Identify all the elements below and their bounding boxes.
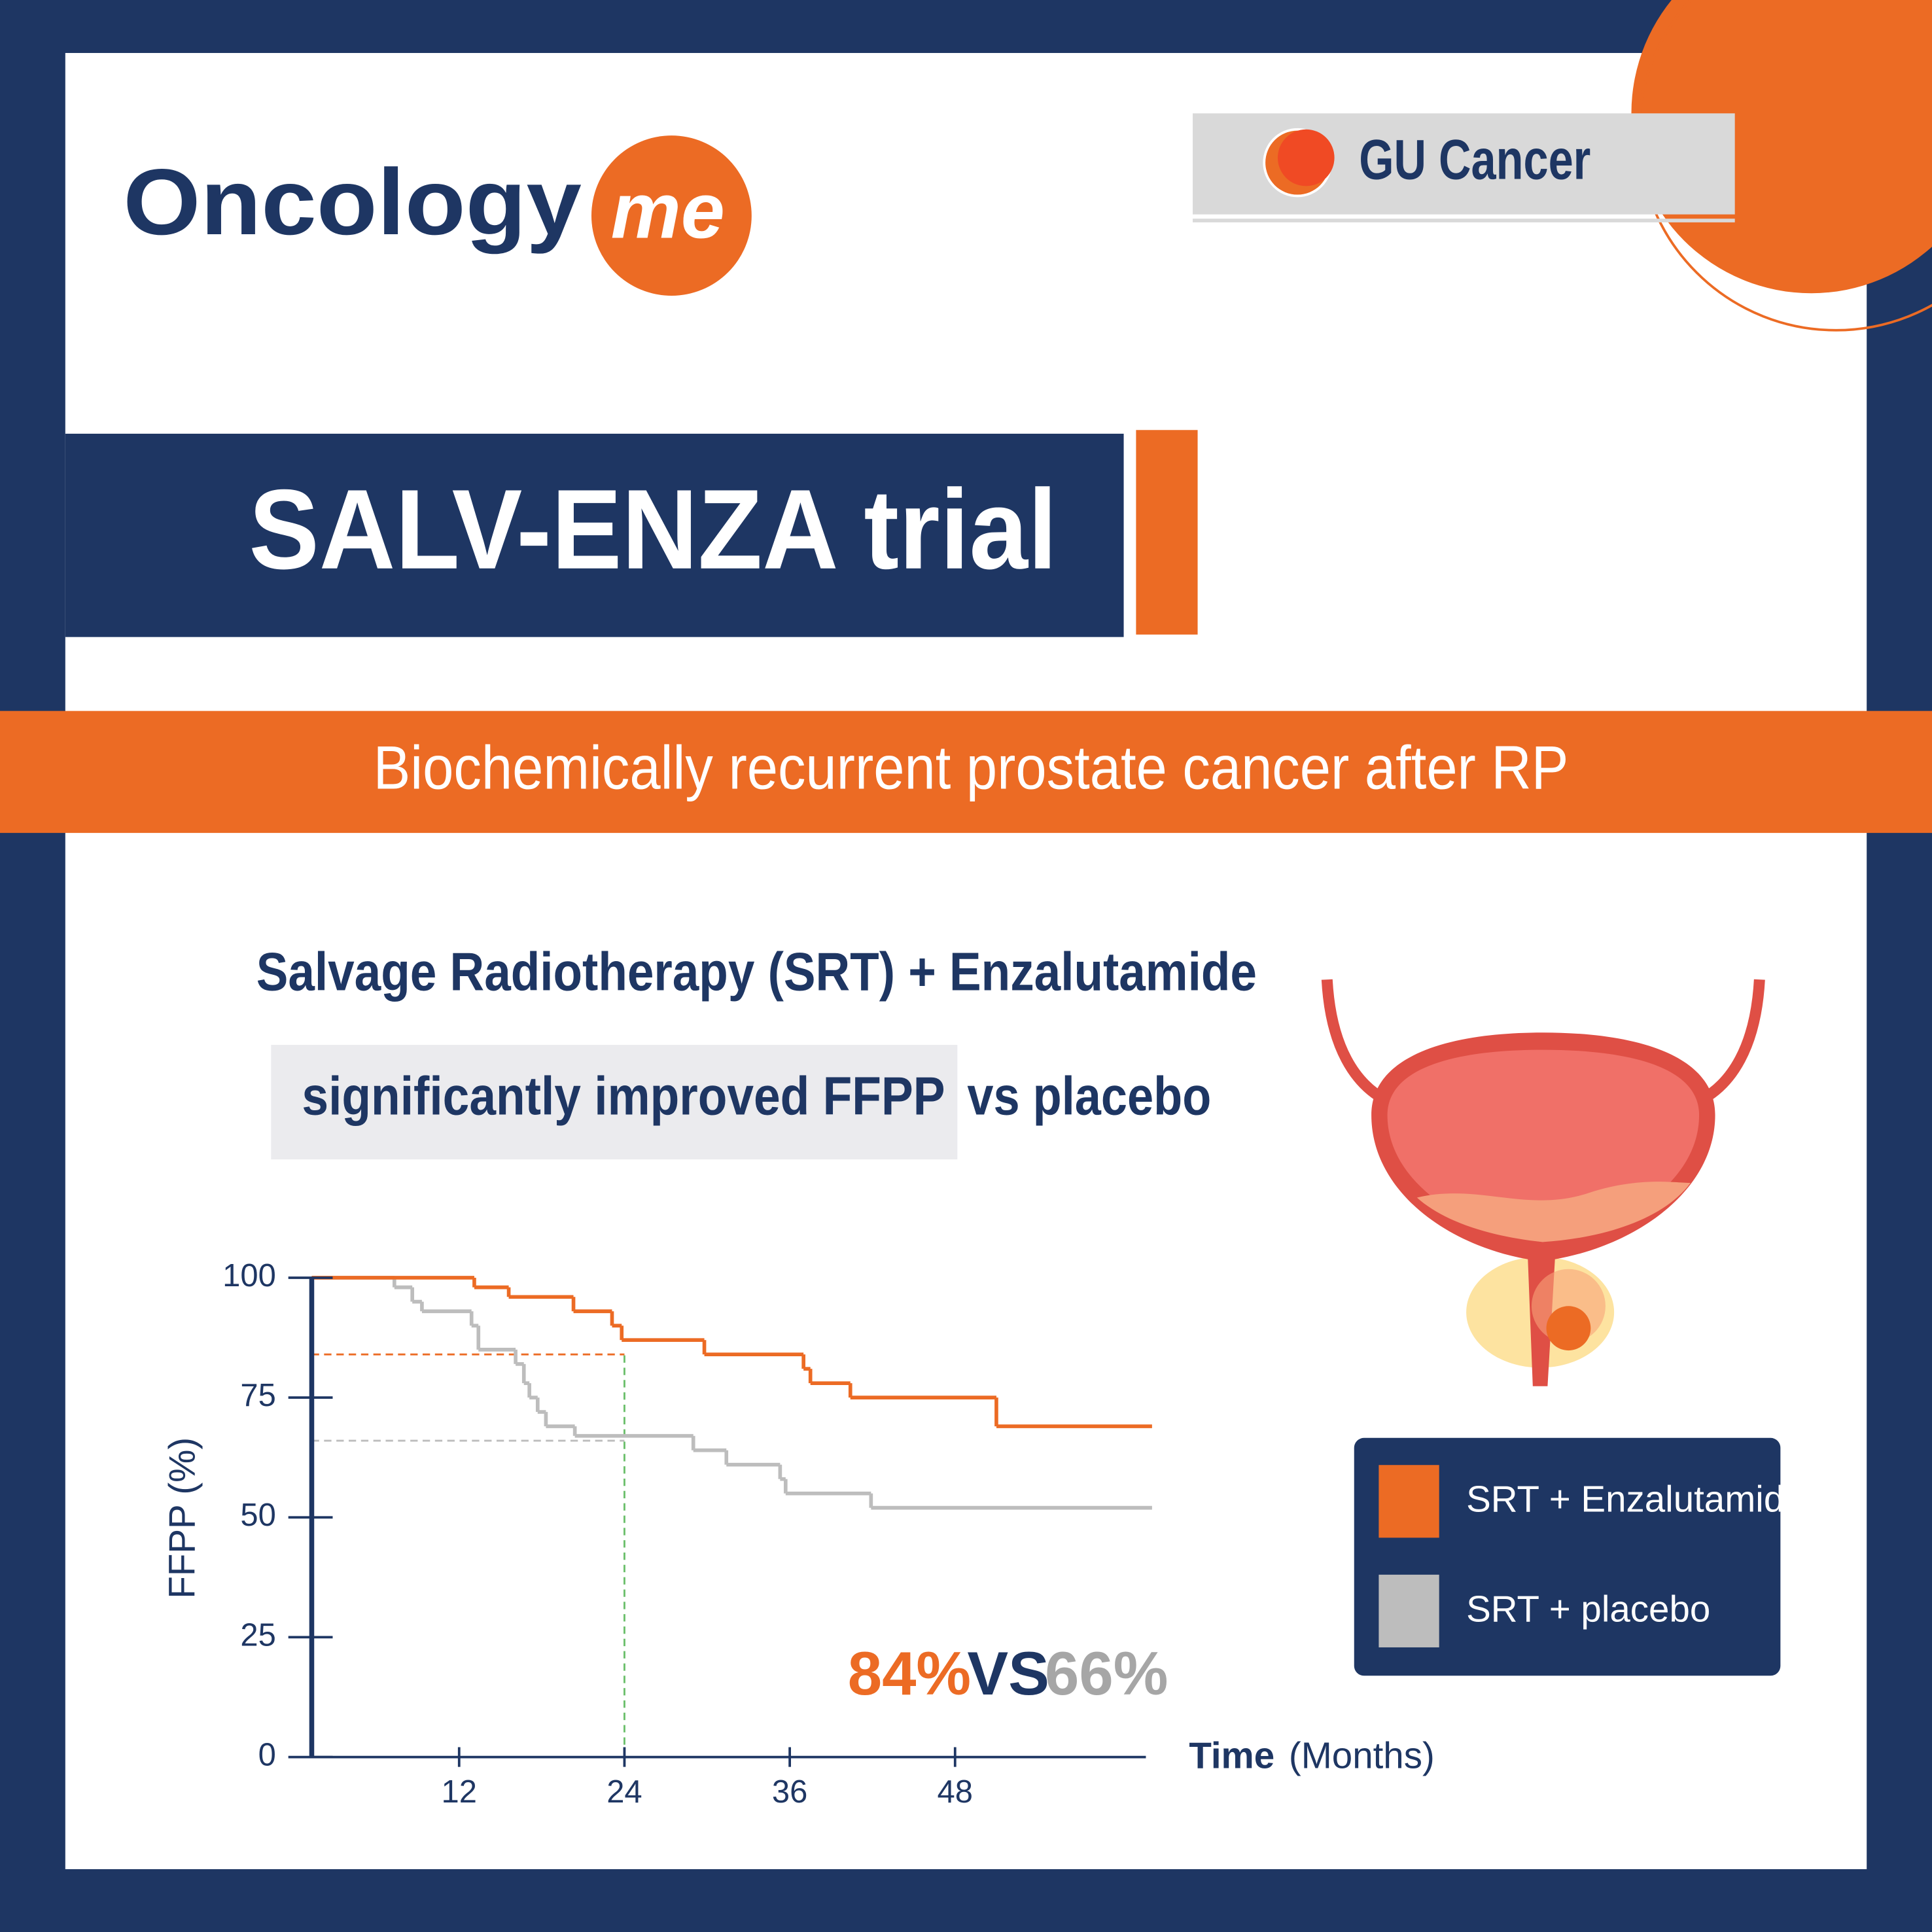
y-axis-label: FFPP (%) (161, 1437, 202, 1599)
x-tick-label: 48 (938, 1774, 973, 1810)
logo-circle (591, 135, 752, 296)
urine (1416, 1182, 1691, 1242)
ureter-left (1321, 979, 1389, 1106)
y-tick-label: 75 (240, 1378, 275, 1413)
logo-text: Oncology (123, 150, 582, 255)
tumor (1546, 1306, 1591, 1351)
x-axis-label: Time (1189, 1734, 1274, 1776)
y-tick-label: 25 (240, 1617, 275, 1653)
x-tick-label: 24 (606, 1774, 642, 1810)
y-tick-label: 0 (258, 1738, 276, 1773)
ureter-right (1697, 979, 1765, 1106)
legend-label: SRT + placebo (1466, 1588, 1710, 1629)
headline-rest: vs placebo (967, 1066, 1211, 1127)
bladder-illustration (1321, 979, 1765, 1386)
headline-highlight: significantly improved FFPP (302, 1066, 945, 1127)
banner: Biochemically recurrent prostate cancer … (374, 733, 1569, 802)
comparison-right: 66% (1045, 1639, 1168, 1708)
legend-swatch (1379, 1465, 1439, 1538)
tag-label: GU Cancer (1359, 128, 1590, 191)
legend-label: SRT + Enzalutamide (1466, 1479, 1805, 1520)
comparison-left: 84% (848, 1639, 971, 1708)
tag-icon-inner (1277, 129, 1335, 186)
x-tick-label: 36 (772, 1774, 807, 1810)
legend-box (1354, 1437, 1781, 1676)
y-tick-label: 100 (222, 1258, 276, 1293)
logo-accent: me (611, 166, 725, 255)
x-axis-unit: (Months) (1289, 1734, 1435, 1776)
highlight-box (271, 1045, 958, 1160)
title: SALV-ENZA trial (249, 466, 1057, 593)
title-bar (65, 433, 1124, 637)
y-tick-label: 50 (240, 1498, 275, 1533)
headline-line1: Salvage Radiotherapy (SRT) + Enzalutamid… (256, 941, 1257, 1002)
x-tick-label: 12 (442, 1774, 477, 1810)
title-accent (1136, 430, 1198, 635)
banner-bar (0, 711, 1932, 834)
legend-swatch (1379, 1574, 1439, 1647)
comparison-middle: VS (967, 1639, 1049, 1708)
